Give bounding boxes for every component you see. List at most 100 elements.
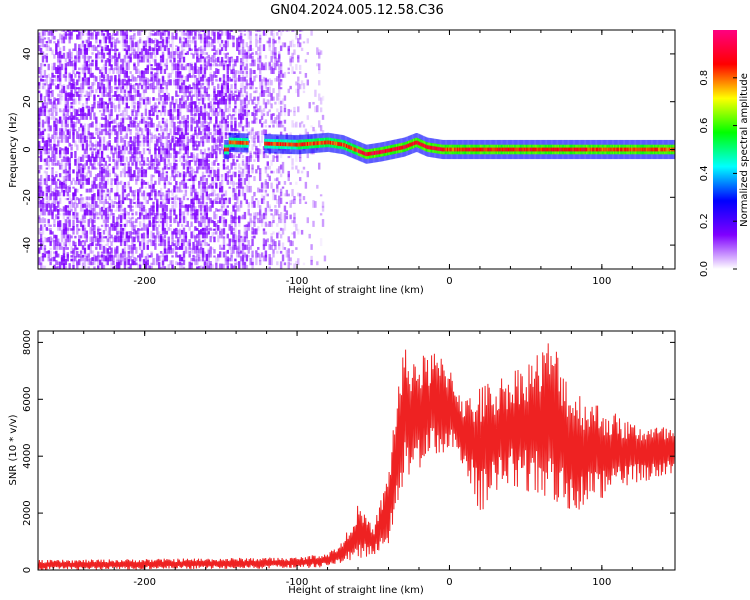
noise-cell [116, 175, 119, 182]
noise-cell [125, 240, 129, 247]
noise-cell [74, 128, 77, 132]
noise-cell [51, 158, 54, 166]
noise-cell [146, 163, 149, 166]
noise-cell [169, 139, 172, 147]
noise-cell [66, 234, 69, 239]
noise-cell [222, 263, 226, 269]
noise-cell [152, 74, 155, 82]
noise-cell [196, 218, 199, 224]
noise-cell [121, 30, 125, 36]
noise-cell [198, 230, 201, 235]
noise-cell [47, 236, 50, 243]
noise-cell [243, 192, 247, 201]
noise-cell [169, 190, 172, 193]
noise-cell [70, 57, 73, 63]
noise-cell [218, 200, 222, 204]
noise-cell [276, 223, 279, 227]
noise-cell [255, 51, 258, 55]
noise-cell [178, 147, 182, 151]
noise-cell [295, 121, 298, 128]
signal-peak [362, 151, 365, 156]
noise-cell [83, 246, 87, 250]
noise-cell [41, 136, 45, 139]
noise-cell [226, 176, 229, 182]
noise-cell [205, 52, 209, 55]
noise-cell [211, 98, 214, 101]
noise-cell [253, 228, 256, 235]
noise-cell [140, 154, 144, 159]
noise-cell [41, 226, 45, 235]
noise-cell [81, 181, 85, 185]
noise-cell [110, 208, 113, 216]
noise-cell [85, 44, 89, 52]
noise-cell [131, 231, 134, 235]
noise-cell [293, 231, 296, 239]
noise-cell [247, 100, 250, 105]
noise-cell [279, 219, 283, 224]
noise-cell [150, 32, 153, 36]
noise-cell [281, 73, 285, 78]
noise-cell [60, 96, 64, 101]
noise-cell [178, 184, 182, 193]
signal-peak [247, 141, 249, 145]
noise-cell [108, 89, 111, 94]
noise-cell [140, 212, 144, 216]
noise-cell [241, 94, 245, 97]
noise-cell [228, 239, 231, 243]
noise-cell [163, 30, 167, 32]
noise-cell [91, 196, 94, 204]
noise-cell [39, 231, 43, 235]
noise-cell [257, 53, 260, 59]
noise-cell [278, 81, 281, 90]
noise-cell [72, 48, 75, 52]
noise-cell [211, 153, 214, 159]
noise-cell [66, 61, 69, 67]
noise-cell [68, 92, 71, 97]
noise-cell [258, 92, 262, 97]
noise-cell [51, 156, 54, 162]
noise-cell [217, 101, 220, 109]
noise-cell [45, 41, 49, 44]
noise-cell [152, 68, 155, 71]
noise-cell [118, 66, 121, 74]
noise-cell [178, 36, 182, 40]
noise-cell [274, 52, 277, 59]
noise-cell [127, 244, 130, 250]
noise-cell [60, 255, 64, 262]
noise-cell [171, 231, 174, 235]
noise-cell [43, 109, 47, 117]
noise-cell [91, 242, 94, 247]
noise-cell [257, 200, 260, 208]
noise-cell [283, 223, 287, 231]
noise-cell [156, 170, 159, 174]
noise-cell [104, 199, 108, 204]
noise-cell [127, 192, 130, 197]
noise-cell [51, 209, 54, 216]
noise-cell [140, 227, 144, 231]
noise-cell [310, 255, 313, 262]
noise-cell [304, 128, 308, 136]
noise-cell [38, 185, 41, 193]
noise-cell [217, 56, 220, 63]
signal-peak [301, 142, 304, 147]
noise-cell [247, 110, 250, 113]
noise-cell [222, 193, 226, 197]
noise-cell [207, 122, 210, 128]
noise-cell [70, 105, 73, 109]
noise-cell [127, 141, 130, 147]
noise-cell [110, 109, 113, 117]
noise-cell [119, 224, 123, 231]
signal-peak [326, 140, 328, 145]
noise-cell [41, 197, 45, 204]
noise-cell [98, 235, 102, 243]
signal-peak [270, 141, 272, 146]
noise-cell [230, 174, 233, 182]
noise-cell [135, 246, 138, 254]
noise-cell [106, 30, 109, 32]
noise-cell [123, 213, 127, 220]
noise-cell [220, 86, 224, 94]
noise-cell [57, 62, 60, 67]
noise-cell [127, 90, 130, 97]
noise-cell [241, 253, 245, 258]
noise-cell [226, 64, 229, 71]
